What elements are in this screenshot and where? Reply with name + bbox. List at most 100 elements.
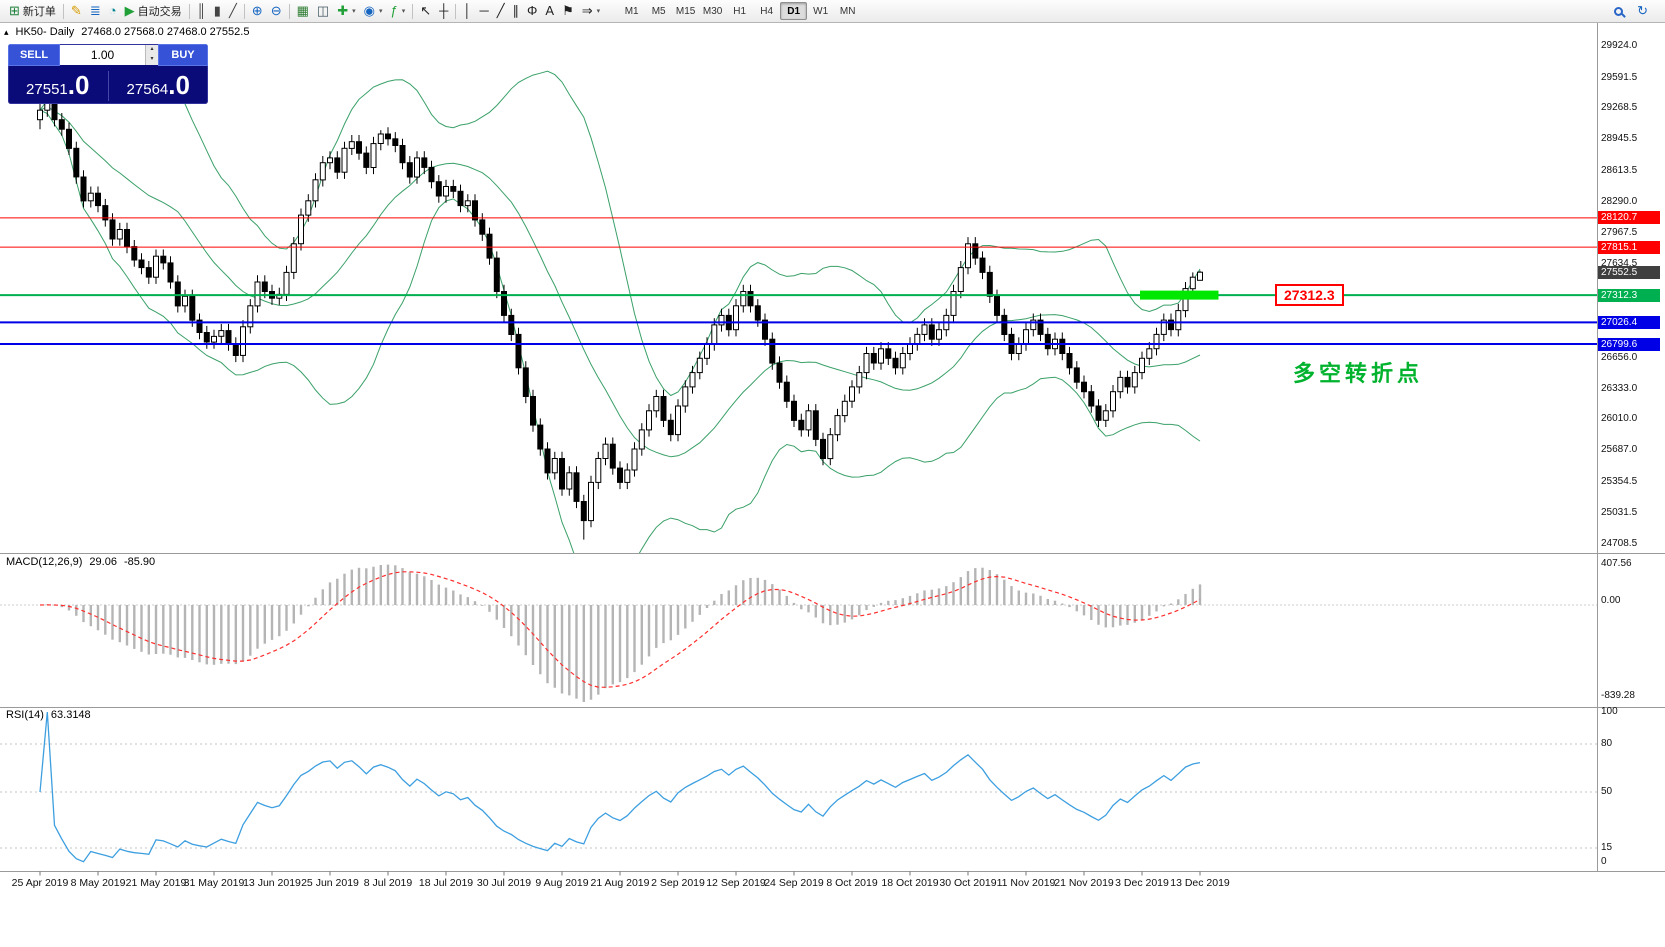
tester-button[interactable]: ◔ [105, 1, 121, 21]
indicators-icon: ƒ [390, 3, 398, 18]
chart-candles-button[interactable]: ▮ [210, 1, 225, 21]
timeframe-h1-button[interactable]: H1 [733, 5, 747, 17]
price-axis-tag: 27026.4 [1598, 315, 1660, 329]
trendline-button[interactable]: ╱ [493, 1, 509, 21]
label-icon: ⚑ [562, 3, 574, 18]
toolbar-separator [412, 3, 414, 19]
price-axis-label: 29924.0 [1601, 39, 1638, 51]
timeframe-w1-button[interactable]: W1 [813, 5, 829, 17]
dropdown-arrow-icon: ▾ [596, 8, 601, 15]
search-button[interactable] [1610, 1, 1627, 21]
price-axis-label: 28613.5 [1601, 164, 1638, 176]
new-chart-button[interactable]: ✚ ▾ [333, 1, 359, 21]
time-axis-label: 13 Jun 2019 [243, 877, 301, 889]
price-axis-tag: 27552.5 [1598, 265, 1660, 279]
one-click-trading-panel: SELL 1.00 ▴ ▾ BUY 27551.0 27564.0 [8, 44, 208, 104]
toolbar-separator [455, 3, 457, 19]
toolbar: ⊞ 新订单 ✎ ≣ ◔ ▶ 自动交易 ║ ▮ ╱ ⊕ ⊖ ▦ ◫ ✚ ▾ ◉ ▾ ƒ ▾ ↖ ┼ │ ─ ╱ ∥ Φ A ⚑ ⇒ ▾ M1 M… [0, 0, 1665, 23]
zoom-out-button[interactable]: ⊖ [267, 1, 286, 21]
metaeditor-button[interactable]: ✎ [67, 1, 86, 21]
chart-bars-button[interactable]: ║ [193, 1, 210, 21]
text-button[interactable]: A [541, 1, 558, 21]
rsi-pane [0, 711, 1597, 863]
price-axis-tag: 28120.7 [1598, 211, 1660, 225]
chart-bars-icon: ║ [196, 3, 206, 18]
vertical-line-button[interactable]: │ [459, 1, 475, 21]
price-axis-label: 26010.0 [1601, 413, 1638, 425]
arrows-button[interactable]: ⇒ ▾ [578, 1, 604, 21]
price-level-lines[interactable] [0, 217, 1597, 345]
toolbar-separator [188, 3, 190, 19]
sell-price[interactable]: 27551.0 [8, 70, 108, 104]
label-button[interactable]: ⚑ [558, 1, 578, 21]
support-highlight-segment[interactable] [1140, 290, 1219, 300]
one-click-panel-toggle-icon[interactable]: ▴ [4, 26, 9, 37]
rsi-axis-label: 80 [1601, 738, 1613, 749]
fibonacci-button[interactable]: Φ [523, 1, 541, 21]
price-axis-label: 24708.5 [1601, 537, 1638, 549]
dropdown-arrow-icon: ▾ [352, 8, 356, 15]
price-axis-label: 25687.0 [1601, 444, 1638, 456]
toolbar-separator [243, 3, 245, 19]
macd-axis-label: 0.00 [1601, 595, 1621, 606]
profiles-button[interactable]: ◉ ▾ [360, 1, 387, 21]
toolbar-buttons: ⊞ 新订单 ✎ ≣ ◔ ▶ 自动交易 ║ ▮ ╱ ⊕ ⊖ ▦ ◫ ✚ ▾ ◉ ▾ ƒ ▾ ↖ ┼ │ ─ ╱ ∥ Φ A ⚑ ⇒ ▾ [5, 1, 604, 21]
zoom-in-button[interactable]: ⊕ [248, 1, 267, 21]
cursor-button[interactable]: ↖ [416, 1, 435, 21]
time-axis-label: 8 Jul 2019 [363, 877, 413, 889]
timeframe-mn-button[interactable]: MN [839, 5, 856, 17]
time-axis-label: 11 Nov 2019 [996, 877, 1056, 889]
channel-icon: ∥ [512, 3, 520, 18]
time-axis-label: 3 Dec 2019 [1115, 877, 1169, 889]
timeframe-m30-button[interactable]: M30 [702, 5, 723, 17]
chart-line-button[interactable]: ╱ [225, 1, 241, 21]
price-axis-label: 29591.5 [1601, 71, 1638, 83]
timeframe-h4-button[interactable]: H4 [760, 5, 774, 17]
terminal-button[interactable]: ≣ [86, 1, 105, 21]
time-axis-label: 25 Apr 2019 [11, 877, 69, 889]
crosshair-button[interactable]: ┼ [435, 1, 452, 21]
community-button[interactable]: ↻ [1633, 1, 1652, 21]
time-axis-label: 30 Oct 2019 [939, 877, 997, 889]
new-order-button[interactable]: ⊞ 新订单 [5, 1, 60, 21]
terminal-icon: ≣ [89, 3, 101, 18]
price-axis-label: 29268.5 [1601, 102, 1638, 114]
volume-increase-button[interactable]: ▴ [146, 45, 158, 55]
cascade-windows-button[interactable]: ◫ [313, 1, 333, 21]
autotrading-button[interactable]: ▶ 自动交易 [121, 1, 186, 21]
volume-spinner: ▴ ▾ [145, 45, 158, 65]
macd-axis-label: -839.28 [1601, 690, 1635, 701]
crosshair-icon: ┼ [439, 3, 449, 18]
volume-field[interactable]: 1.00 ▴ ▾ [60, 45, 158, 65]
time-axis-label: 8 May 2019 [70, 877, 126, 889]
horizontal-line-button[interactable]: ─ [475, 1, 492, 21]
rsi-name: RSI(14) [6, 709, 44, 721]
new-order-button-label: 新订单 [22, 6, 56, 18]
channel-button[interactable]: ∥ [509, 1, 524, 21]
price-axis-label: 26333.0 [1601, 382, 1638, 394]
trade-panel-prices: 27551.0 27564.0 [8, 66, 208, 104]
price-axis-label: 27967.5 [1601, 226, 1638, 238]
timeframe-m5-button[interactable]: M5 [651, 5, 666, 17]
price-axis-label: 25354.5 [1601, 475, 1638, 487]
buy-button[interactable]: BUY [158, 44, 208, 66]
chart-symbol-title: ▴ HK50- Daily 27468.0 27568.0 27468.0 27… [4, 26, 249, 38]
sell-button[interactable]: SELL [8, 44, 60, 66]
timeframe-d1-button[interactable]: D1 [780, 2, 808, 20]
price-annotation-box[interactable]: 27312.3 [1275, 284, 1344, 306]
fibonacci-icon: Φ [527, 3, 538, 18]
toolbar-right-buttons: ↻ [1610, 1, 1660, 21]
timeframe-toolbar: M1 M5 M15 M30 H1 H4 D1 W1 MN [618, 2, 861, 20]
tile-windows-button[interactable]: ▦ [293, 1, 313, 21]
volume-decrease-button[interactable]: ▾ [146, 55, 158, 65]
timeframe-m1-button[interactable]: M1 [624, 5, 639, 17]
trendline-icon: ╱ [496, 3, 505, 18]
volume-value[interactable]: 1.00 [90, 48, 115, 62]
buy-price[interactable]: 27564.0 [109, 70, 209, 104]
time-axis-label: 30 Jul 2019 [476, 877, 532, 889]
indicators-button[interactable]: ƒ ▾ [386, 1, 409, 21]
new-order-icon: ⊞ [9, 3, 20, 18]
timeframe-m15-button[interactable]: M15 [675, 5, 696, 17]
